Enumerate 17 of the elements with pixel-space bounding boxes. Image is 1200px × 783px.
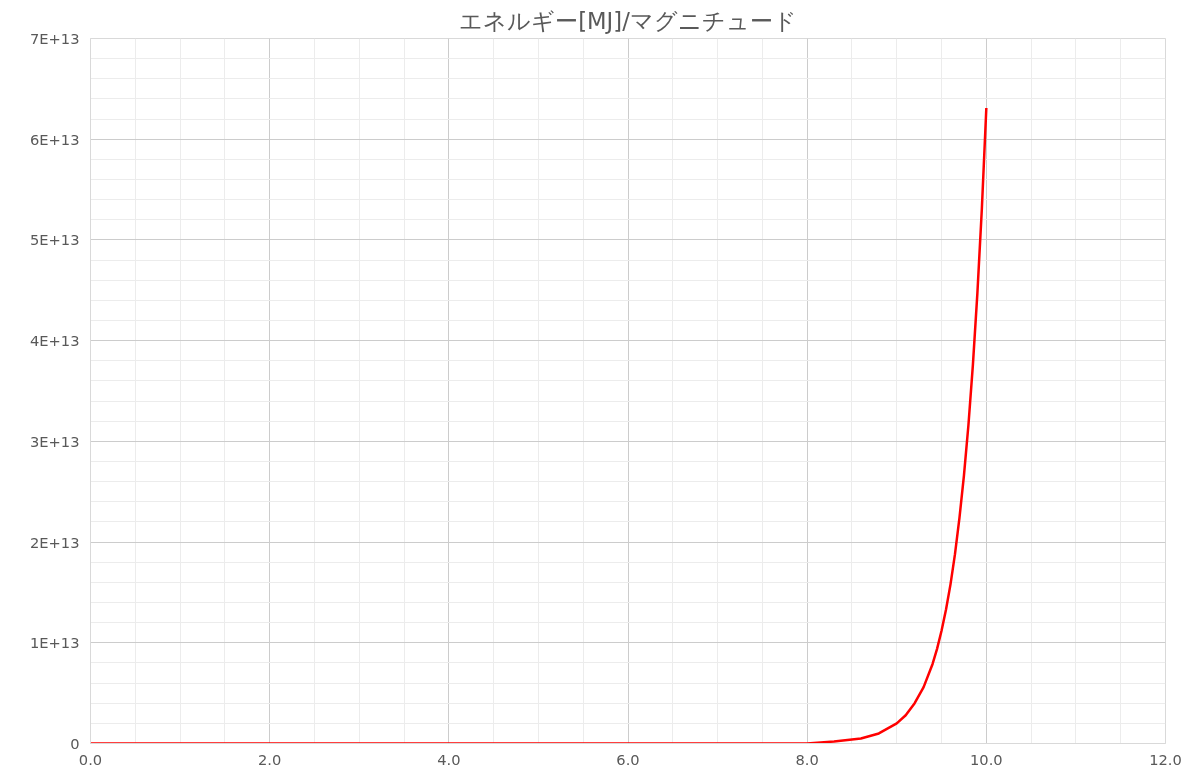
y-tick-label: 7E+13 — [29, 30, 80, 47]
y-tick-label: 0 — [70, 735, 80, 752]
x-tick-label: 2.0 — [258, 750, 282, 768]
y-tick-label: 1E+13 — [29, 634, 80, 652]
y-tick-label: 2E+13 — [29, 533, 80, 551]
x-tick-label: 6.0 — [616, 750, 640, 768]
y-tick-label: 6E+13 — [29, 130, 80, 148]
x-tick-label: 12.0 — [1149, 750, 1182, 768]
y-tick-label: 4E+13 — [29, 332, 80, 350]
y-tick-label: 3E+13 — [29, 432, 80, 450]
y-tick-label: 5E+13 — [29, 231, 80, 249]
chart-title: エネルギー[MJ]/マグニチュード — [459, 7, 797, 34]
x-tick-label: 0.0 — [78, 750, 103, 768]
x-tick-label: 4.0 — [437, 750, 461, 768]
line-series — [90, 106, 988, 744]
x-tick-label: 8.0 — [795, 750, 819, 768]
x-tick-label: 10.0 — [970, 750, 1003, 768]
